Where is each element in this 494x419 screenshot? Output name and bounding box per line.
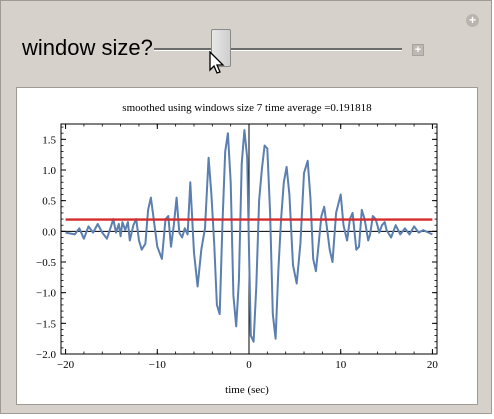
mouse-cursor-icon (209, 51, 225, 74)
expand-control-icon[interactable]: + (412, 44, 424, 56)
slider-label: window size? (22, 35, 153, 60)
x-tick-label: 20 (427, 359, 439, 371)
y-tick-label: 1.0 (42, 165, 56, 177)
y-tick-label: −2.0 (36, 349, 56, 361)
slider-track[interactable] (154, 48, 402, 51)
x-tick-label: −10 (149, 359, 167, 371)
x-tick-label: −20 (57, 359, 75, 371)
x-axis-label: time (sec) (225, 384, 269, 396)
y-tick-label: 1.5 (42, 134, 56, 146)
y-tick-label: 0.5 (42, 196, 56, 208)
y-tick-label: −1.0 (36, 288, 56, 300)
chart-title: smoothed using windows size 7 time avera… (122, 102, 372, 114)
y-tick-label: −0.5 (36, 257, 56, 269)
y-tick-label: −1.5 (36, 318, 56, 330)
plot-panel: smoothed using windows size 7 time avera… (16, 87, 478, 405)
y-tick-label: 0.0 (42, 226, 56, 238)
plot-svg: smoothed using windows size 7 time avera… (36, 102, 439, 396)
x-tick-label: 10 (335, 359, 347, 371)
add-control-icon[interactable]: + (466, 14, 479, 27)
x-tick-label: 0 (246, 359, 252, 371)
